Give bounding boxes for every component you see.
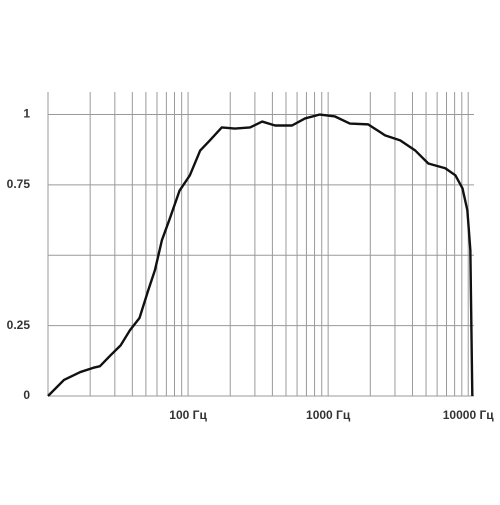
x-tick-label: 1000 Гц	[306, 408, 351, 422]
response-line	[47, 113, 474, 397]
y-tick-label: 0	[23, 388, 30, 402]
x-tick-label: 100 Гц	[169, 408, 207, 422]
y-tick-label: 0.25	[7, 318, 31, 332]
y-tick-label: 0.75	[7, 177, 31, 191]
y-tick-label: 1	[23, 107, 30, 121]
x-tick-label: 10000 Гц	[443, 408, 495, 422]
